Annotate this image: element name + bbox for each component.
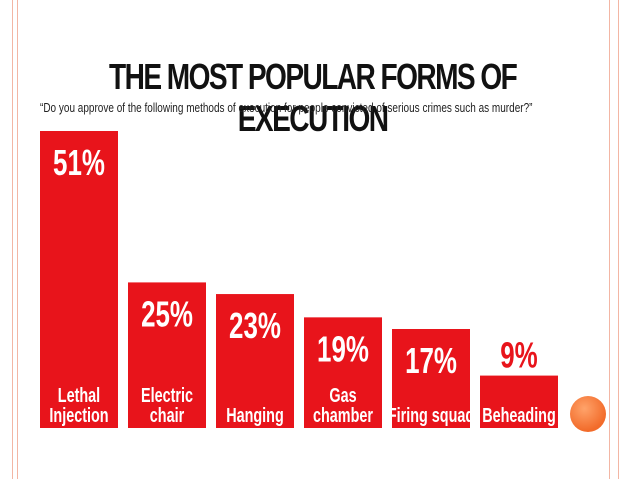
bar-5 xyxy=(480,375,558,428)
category-label-4: Firing squad xyxy=(388,404,474,427)
bar-1 xyxy=(128,282,206,428)
bar-value-label-1: 25% xyxy=(141,294,193,334)
slide-right-border xyxy=(609,0,619,479)
bar-value-label-4: 17% xyxy=(405,341,457,381)
category-label-3: Gas chamber xyxy=(313,384,373,427)
bar-3 xyxy=(304,317,382,428)
slide-left-border xyxy=(12,0,18,479)
category-label-0: Lethal Injection xyxy=(49,384,108,427)
category-label-2: Hanging xyxy=(226,404,284,427)
category-label-5: Beheading xyxy=(482,404,556,427)
bar-4 xyxy=(392,329,470,428)
chart-title: THE MOST POPULAR FORMS OF EXECUTION xyxy=(109,56,518,139)
bar-value-label-0: 51% xyxy=(53,143,105,183)
bar-value-label-2: 23% xyxy=(229,306,281,346)
bar-0 xyxy=(40,131,118,428)
bar-2 xyxy=(216,294,294,428)
bar-value-label-5: 9% xyxy=(500,335,538,375)
slide-decor-dot xyxy=(570,396,606,432)
chart-subtitle: “Do you approve of the following methods… xyxy=(40,101,533,115)
category-label-1: Electric chair xyxy=(141,384,193,427)
bar-value-label-3: 19% xyxy=(317,329,369,369)
